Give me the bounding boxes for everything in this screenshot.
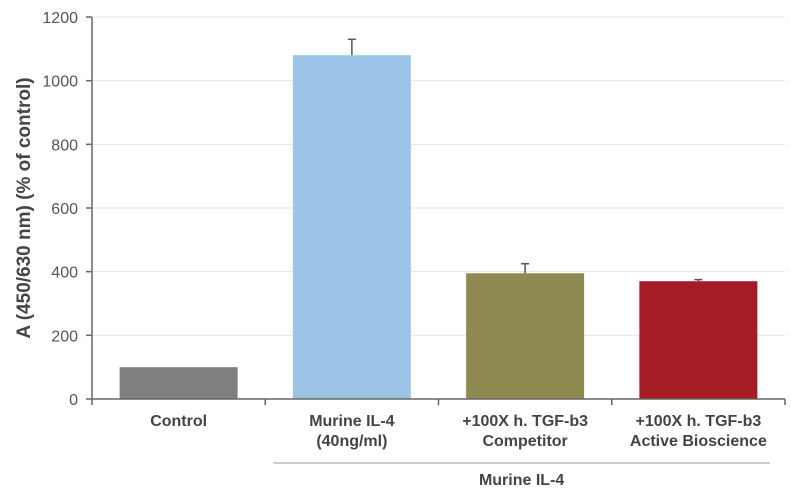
category-labels: Control Murine IL-4 (40ng/ml) +100X h. TGF-… [150, 413, 767, 450]
bar [119, 367, 238, 399]
category-label: +100X h. TGF-b3 [635, 413, 761, 430]
y-tick-label: 0 [69, 392, 78, 409]
category-label: (40ng/ml) [316, 433, 387, 450]
bars [119, 55, 758, 399]
y-tick-label: 1200 [42, 10, 78, 27]
axes [86, 16, 786, 405]
category-label: Active Bioscience [630, 433, 767, 450]
error-bars [347, 38, 703, 282]
category-label: Control [150, 413, 207, 430]
bar [466, 273, 585, 399]
y-tick-label: 200 [51, 328, 78, 345]
y-tick-labels: 0 200 400 600 800 1000 1200 [42, 10, 78, 409]
y-tick-label: 800 [51, 137, 78, 154]
category-label: Murine IL-4 [309, 413, 394, 430]
category-group: Murine IL-4 [273, 462, 770, 489]
y-tick-label: 400 [51, 265, 78, 282]
group-label: Murine IL-4 [479, 472, 564, 489]
bar [292, 55, 411, 399]
y-tick-label: 600 [51, 201, 78, 218]
y-tick-label: 1000 [42, 74, 78, 91]
bar [639, 281, 758, 399]
category-label: +100X h. TGF-b3 [462, 413, 588, 430]
category-label: Competitor [482, 433, 567, 450]
y-axis-title: A (450/630 nm) (% of control) [14, 77, 35, 338]
